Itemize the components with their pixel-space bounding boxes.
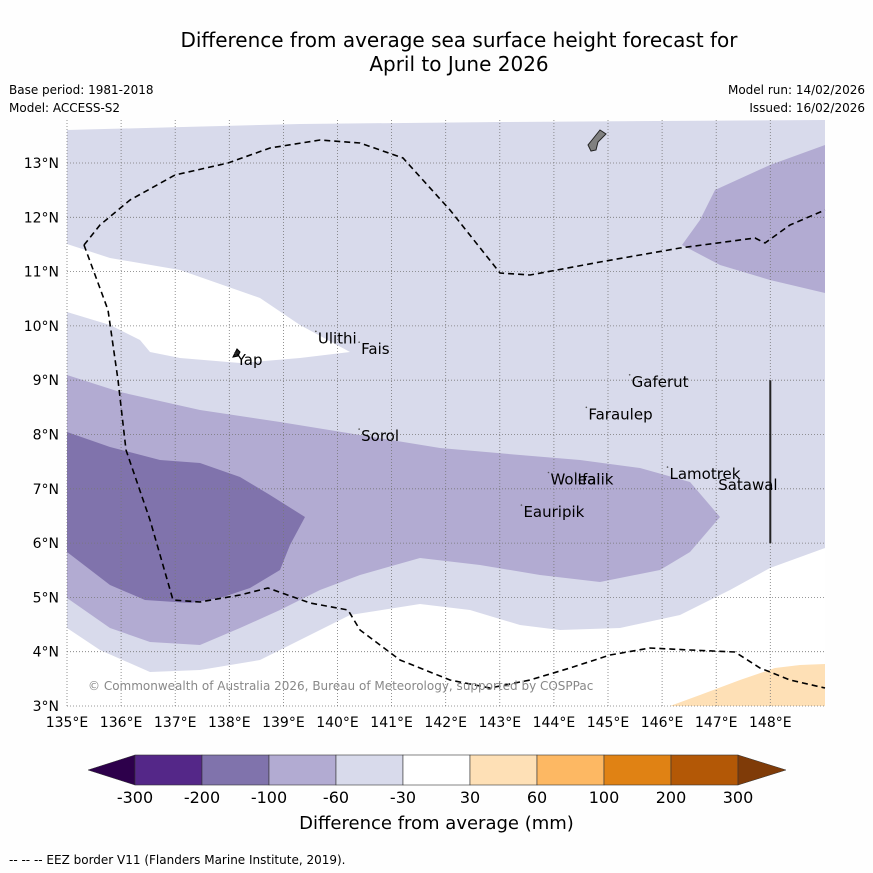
colorbar-segment — [201, 754, 270, 786]
x-tick-label: 145°E — [587, 715, 630, 731]
place-dot — [358, 428, 360, 430]
colorbar-segment — [134, 754, 203, 786]
colorbar-tick-label: 100 — [588, 788, 620, 807]
copyright-text: © Commonwealth of Australia 2026, Bureau… — [88, 679, 593, 693]
place-dot — [547, 471, 550, 474]
place-label-woleai: Woleai — [550, 471, 600, 489]
y-tick-label: 8°N — [33, 428, 59, 444]
place-dot — [315, 330, 317, 333]
colorbar-tick-label: 60 — [526, 788, 548, 807]
yap-island — [232, 348, 241, 358]
issued-date: Issued: 16/02/2026 — [749, 101, 865, 115]
x-tick-label: 147°E — [695, 715, 738, 731]
eez-footnote: -- -- -- EEZ border V11 (Flanders Marine… — [9, 853, 346, 867]
x-tick-label: 141°E — [370, 715, 413, 731]
place-dot — [233, 352, 236, 354]
title-line-1: Difference from average sea surface heig… — [180, 28, 738, 52]
y-tick-label: 3°N — [33, 699, 59, 715]
band-minus100-minus60-northeast — [682, 145, 825, 293]
colorbar-tick-label: -200 — [183, 788, 221, 807]
place-label-yap: Yap — [236, 351, 263, 369]
eez-border — [83, 139, 826, 689]
y-tick-label: 5°N — [33, 590, 59, 606]
colorbar-title: Difference from average (mm) — [299, 813, 574, 834]
x-tick-label: 142°E — [424, 715, 467, 731]
x-tick-label: 144°E — [533, 715, 576, 731]
colorbar-tick-label: -300 — [116, 788, 154, 807]
colorbar-extend-high — [737, 754, 787, 786]
colorbar-segment — [603, 754, 672, 786]
place-label-lamotrek: Lamotrek — [670, 465, 741, 483]
place-label-eauripik: Eauripik — [523, 503, 584, 521]
colorbar-tick-label: -60 — [322, 788, 350, 807]
eez-border-north — [83, 139, 826, 276]
colorbar-segment — [335, 754, 404, 786]
land — [232, 129, 607, 358]
title-line-2: April to June 2026 — [369, 52, 549, 76]
y-tick-label: 11°N — [24, 265, 59, 281]
y-tick-label: 9°N — [33, 373, 59, 389]
place-label-faraulep: Faraulep — [588, 405, 652, 423]
colorbar-tick-label: 200 — [655, 788, 687, 807]
x-tick-label: 135°E — [46, 715, 89, 731]
x-tick-label: 148°E — [749, 715, 792, 731]
x-tick-label: 138°E — [208, 715, 251, 731]
place-label-gaferut: Gaferut — [632, 373, 689, 391]
colorbar — [87, 754, 787, 786]
place-dot — [358, 341, 360, 343]
colorbar-extend-low — [87, 754, 136, 786]
meta-right: Model run: 14/02/2026 Issued: 16/02/2026 — [728, 81, 865, 117]
band-minus200-minus100 — [67, 432, 305, 603]
colorbar-segment — [268, 754, 337, 786]
place-label-satawal: Satawal — [718, 476, 777, 494]
colorbar-segment — [536, 754, 605, 786]
y-tick-label: 13°N — [24, 156, 59, 172]
graticule — [66, 120, 825, 707]
axes: 135°E 136°E 137°E 138°E 139°E 140°E 141°E 142°E… — [24, 156, 792, 731]
guam-island — [587, 129, 607, 152]
place-dot — [715, 477, 717, 479]
y-tick-label: 10°N — [24, 319, 59, 335]
meta-left: Base period: 1981-2018 Model: ACCESS-S2 — [9, 81, 154, 117]
colorbar-tick-label: 300 — [722, 788, 754, 807]
place-label-ifalik: Ifalik — [578, 471, 614, 489]
place-dot — [628, 373, 631, 376]
place-label-ulithi: Ulithi — [318, 329, 357, 347]
x-tick-label: 140°E — [316, 715, 359, 731]
colorbar-tick-label: 30 — [459, 788, 481, 807]
x-tick-label: 146°E — [641, 715, 684, 731]
colorbar-tick-label: -30 — [389, 788, 417, 807]
y-tick-label: 7°N — [33, 482, 59, 498]
place-label-sorol: Sorol — [361, 427, 399, 445]
y-tick-label: 4°N — [33, 645, 59, 661]
base-period: Base period: 1981-2018 — [9, 83, 154, 97]
colorbar-segment — [402, 754, 471, 786]
place-label-fais: Fais — [361, 340, 390, 358]
colorbar-segment — [469, 754, 538, 786]
x-tick-label: 139°E — [262, 715, 305, 731]
y-tick-label: 12°N — [24, 210, 59, 226]
band-neutral-north — [67, 244, 350, 363]
colorbar-segment — [670, 754, 739, 786]
chart-title: Difference from average sea surface heig… — [0, 28, 873, 76]
eez-border-south — [83, 244, 826, 689]
x-tick-label: 137°E — [154, 715, 197, 731]
place-dot — [574, 471, 577, 474]
place-dot — [585, 406, 588, 409]
model-name: Model: ACCESS-S2 — [9, 101, 121, 115]
x-tick-label: 136°E — [100, 715, 143, 731]
x-tick-label: 143°E — [479, 715, 522, 731]
band-plus30-plus60 — [670, 664, 825, 706]
place-dot — [520, 504, 523, 506]
model-run: Model run: 14/02/2026 — [727, 83, 865, 97]
place-dot — [666, 466, 669, 468]
colorbar-tick-label: -100 — [250, 788, 288, 807]
anomaly-contours — [67, 120, 825, 706]
y-tick-label: 6°N — [33, 536, 59, 552]
